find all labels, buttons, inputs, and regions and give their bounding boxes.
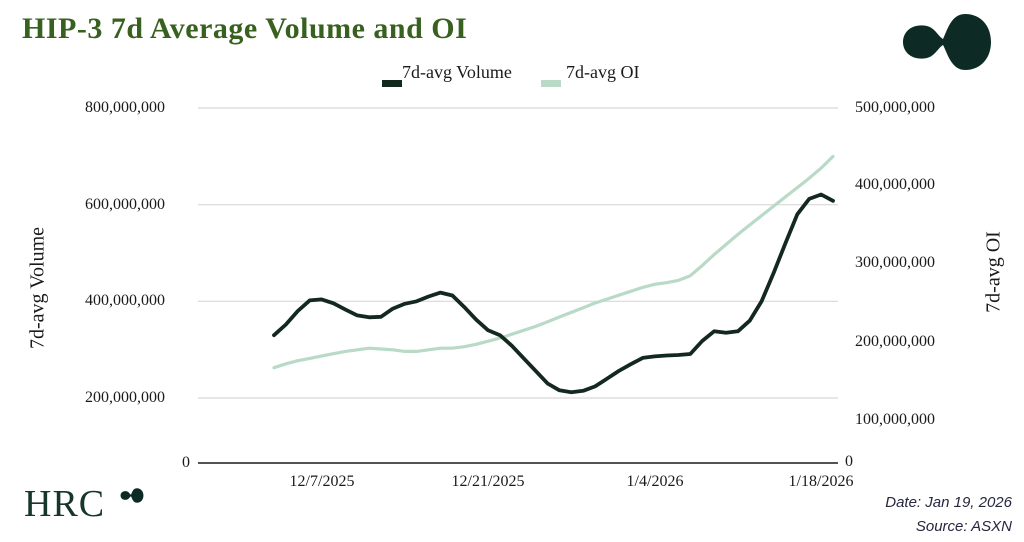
left-axis-title: 7d-avg Volume [26, 226, 49, 350]
left-tick-400m: 400,000,000 [85, 292, 165, 309]
x-tick-dec21: 12/21/2025 [451, 473, 525, 490]
x-tick-jan18: 1/18/2026 [788, 473, 854, 490]
series-line-oi [272, 154, 835, 370]
page-title: HIP-3 7d Average Volume and OI [22, 12, 468, 45]
right-tick-400m: 400,000,000 [855, 176, 935, 193]
legend-label-volume: 7d-avg Volume [402, 62, 512, 82]
legend-swatch-volume [382, 80, 402, 87]
left-tick-zero: 0 [182, 454, 190, 471]
series-line-volume [272, 192, 835, 395]
x-tick-jan4: 1/4/2026 [626, 473, 684, 490]
right-tick-zero: 0 [845, 453, 853, 470]
right-tick-300m: 300,000,000 [855, 254, 935, 271]
right-axis-title: 7d-avg OI [982, 231, 1005, 313]
right-tick-100m: 100,000,000 [855, 411, 935, 428]
footer-date: Date: Jan 19, 2026 [885, 494, 1012, 511]
x-tick-dec7: 12/7/2025 [289, 473, 355, 490]
brand-bowtie-icon [120, 488, 144, 503]
brand-wordmark: HRC [24, 483, 106, 525]
footer-source: Source: ASXN [915, 518, 1012, 535]
left-tick-600m: 600,000,000 [85, 196, 165, 213]
right-tick-200m: 200,000,000 [855, 333, 935, 350]
left-tick-200m: 200,000,000 [85, 389, 165, 406]
legend-label-oi: 7d-avg OI [566, 62, 640, 82]
right-tick-500m: 500,000,000 [855, 99, 935, 116]
company-logo-icon [903, 14, 991, 70]
left-tick-800m: 800,000,000 [85, 99, 165, 116]
legend-swatch-oi [541, 80, 561, 87]
